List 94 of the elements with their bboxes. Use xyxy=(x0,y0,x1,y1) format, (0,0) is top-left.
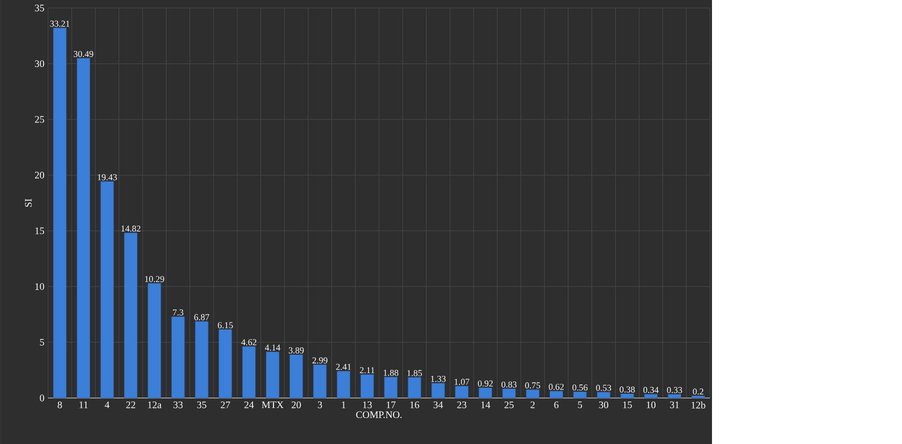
y-tick-label: 15 xyxy=(35,228,44,234)
bar xyxy=(194,321,208,398)
x-tick-label: 14 xyxy=(481,402,490,408)
data-label: 30.49 xyxy=(74,50,94,58)
bar xyxy=(431,382,445,398)
bar xyxy=(550,390,564,398)
x-tick-label: 2 xyxy=(530,402,535,408)
bar xyxy=(360,374,374,398)
bar xyxy=(644,394,658,398)
x-tick-label: 13 xyxy=(363,402,372,408)
bar xyxy=(596,392,610,398)
data-label: 0.56 xyxy=(572,384,588,391)
x-tick-label: 3 xyxy=(318,402,322,408)
bar xyxy=(218,329,232,398)
x-tick-label: 30 xyxy=(599,402,608,408)
y-tick-label: 5 xyxy=(40,338,44,346)
x-tick-label: 27 xyxy=(220,402,230,408)
bar xyxy=(148,283,162,398)
x-tick-label: 20 xyxy=(292,402,301,408)
bar xyxy=(100,181,114,398)
data-label: 6.15 xyxy=(218,322,233,328)
x-tick-label: 22 xyxy=(126,402,136,408)
x-tick-label: 34 xyxy=(434,402,443,408)
y-tick-label: 35 xyxy=(35,4,44,12)
data-label: 2.99 xyxy=(312,357,328,364)
x-tick-label: 17 xyxy=(386,402,396,408)
x-tick-label: 4 xyxy=(104,402,110,408)
x-tick-label: 25 xyxy=(504,402,514,408)
bar xyxy=(266,352,280,398)
x-tick-label: MTX xyxy=(262,401,284,408)
data-label: 6.87 xyxy=(194,314,210,320)
x-tick-label: 1 xyxy=(342,402,346,408)
bar xyxy=(408,377,422,398)
data-label: 1.33 xyxy=(431,376,446,382)
x-tick-label: 5 xyxy=(578,401,582,408)
x-tick-label: 35 xyxy=(197,402,206,408)
data-label: 0.38 xyxy=(620,386,635,393)
data-label: 0.34 xyxy=(643,386,659,393)
data-label: 2.41 xyxy=(336,364,351,370)
y-axis-title: SI xyxy=(24,198,32,207)
x-tick-label: 6 xyxy=(554,402,559,408)
data-label: 10.29 xyxy=(145,276,164,282)
x-tick-label: 11 xyxy=(80,402,88,408)
bar xyxy=(290,354,303,398)
bar xyxy=(691,396,705,398)
x-tick-label: 12b xyxy=(692,401,706,409)
y-tick-label: 10 xyxy=(35,283,44,290)
bar xyxy=(668,394,682,398)
x-tick-label: 8 xyxy=(58,402,62,408)
data-label: 0.62 xyxy=(548,384,564,390)
x-tick-label: 24 xyxy=(244,402,254,408)
data-label: 0.2 xyxy=(692,388,704,395)
data-label: 3.89 xyxy=(288,347,304,354)
data-label: 14.82 xyxy=(121,226,140,232)
data-label: 0.53 xyxy=(596,384,612,391)
bar xyxy=(313,364,327,398)
x-tick-label: 23 xyxy=(457,402,466,408)
data-label: 2.11 xyxy=(360,367,374,374)
data-label: 4.14 xyxy=(264,344,280,351)
data-label: 1.07 xyxy=(454,378,470,385)
bar xyxy=(502,388,516,398)
data-label: 19.43 xyxy=(98,174,117,180)
data-label: 0.92 xyxy=(478,380,493,387)
bar xyxy=(526,389,540,398)
bar xyxy=(124,232,138,398)
bar xyxy=(455,386,468,398)
y-tick-label: 0 xyxy=(40,394,44,402)
data-label: 7.3 xyxy=(173,309,184,316)
bar xyxy=(336,370,350,398)
bar xyxy=(573,392,587,398)
y-tick-label: 20 xyxy=(34,172,44,178)
y-tick-label: 25 xyxy=(34,116,44,123)
bar xyxy=(171,316,185,398)
data-label: 4.62 xyxy=(241,339,256,346)
data-label: 0.33 xyxy=(667,387,682,394)
bar xyxy=(620,394,634,398)
data-label: 0.75 xyxy=(525,382,540,388)
data-label: 1.85 xyxy=(407,370,422,376)
bar xyxy=(478,388,492,398)
y-tick-label: 30 xyxy=(35,60,44,68)
x-tick-label: 33 xyxy=(174,402,183,408)
x-tick-label: 31 xyxy=(670,402,679,408)
x-tick-label: 16 xyxy=(410,402,420,408)
bar xyxy=(76,58,90,398)
bar xyxy=(384,376,398,398)
data-label: 0.83 xyxy=(502,381,517,388)
x-tick-label: 15 xyxy=(623,402,632,408)
x-axis-title: COMP.NO. xyxy=(356,411,402,418)
bar xyxy=(242,346,256,398)
x-tick-label: 10 xyxy=(646,402,656,408)
x-tick-label: 12a xyxy=(148,402,162,408)
data-label: 33.21 xyxy=(50,20,70,27)
data-label: 1.88 xyxy=(384,370,398,376)
bar xyxy=(53,28,67,398)
